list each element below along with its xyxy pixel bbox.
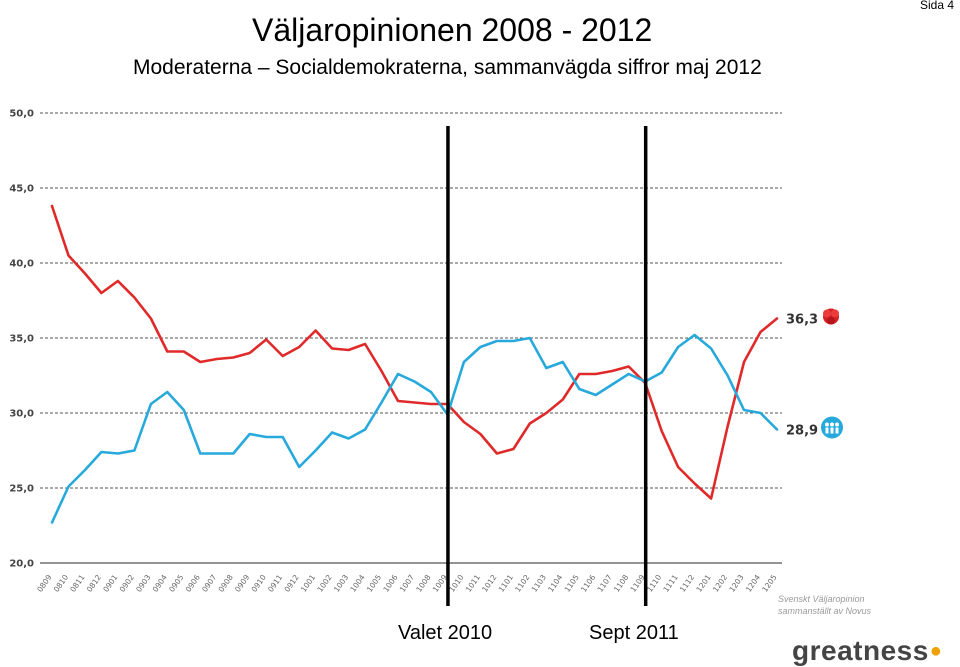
x-tick-label: 1011: [464, 573, 482, 594]
x-tick-label: 0908: [217, 573, 235, 594]
x-tick-label: 0905: [167, 573, 185, 594]
x-tick-label: 1107: [596, 573, 614, 594]
x-tick-label: 1202: [711, 573, 729, 594]
y-tick-label: 25,0: [9, 484, 34, 495]
x-tick-label: 0812: [85, 573, 103, 594]
x-tick-label: 0911: [266, 573, 284, 594]
x-tick-label: 1006: [381, 573, 399, 594]
logo-text: greatness: [792, 635, 929, 666]
chart-series: [50, 204, 779, 524]
x-tick-label: 1203: [727, 573, 745, 594]
y-tick-label: 40,0: [9, 259, 34, 270]
x-tick-label: 1106: [579, 573, 597, 594]
series-line-1: [50, 204, 779, 500]
x-tick-label: 1110: [645, 573, 663, 594]
x-tick-label: 1012: [480, 573, 498, 594]
x-tick-label: 1108: [612, 573, 630, 594]
y-tick-label: 35,0: [9, 334, 34, 345]
rose-petal: [827, 316, 835, 325]
x-tick-label: 1010: [447, 573, 465, 594]
x-tick-label: 0912: [282, 573, 300, 594]
x-tick-label: 0909: [233, 573, 251, 594]
y-axis-tick-labels: 20,0 25,0 30,0 35,0 40,0 45,0 50,0: [9, 109, 34, 570]
x-tick-label: 1201: [694, 573, 712, 594]
x-tick-label: 0810: [52, 573, 70, 594]
x-tick-label: 0904: [151, 573, 169, 594]
y-tick-label: 20,0: [9, 559, 34, 570]
y-tick-label: 50,0: [9, 109, 34, 120]
x-tick-label: 0906: [184, 573, 202, 594]
event-markers: [446, 126, 648, 606]
x-tick-label: 1101: [497, 573, 515, 594]
y-tick-label: 30,0: [9, 409, 34, 420]
source-line-1: Svenskt Väljaropinion: [778, 594, 865, 604]
icon-figure-head: [825, 422, 829, 427]
icon-figure-head: [830, 422, 834, 427]
rose-petal: [823, 309, 831, 318]
x-tick-label: 0901: [101, 573, 119, 594]
x-tick-label: 1008: [414, 573, 432, 594]
x-tick-label: 1007: [398, 573, 416, 594]
x-tick-label: 0902: [118, 573, 136, 594]
marker-label-sept-2011: Sept 2011: [589, 622, 679, 644]
chart-gridlines: [40, 112, 782, 564]
x-tick-label: 1001: [299, 573, 317, 594]
end-value-labels: 36,3 28,9: [786, 313, 818, 439]
icon-figure-body: [835, 427, 839, 434]
icon-figure-body: [825, 427, 829, 434]
x-tick-label: 1112: [678, 573, 696, 594]
x-tick-label: 1205: [760, 573, 778, 594]
rose-petal: [831, 309, 839, 318]
x-tick-label: 0809: [35, 573, 53, 594]
end-label-1: 36,3: [786, 313, 818, 328]
x-tick-label: 1105: [563, 573, 581, 594]
greatness-logo: greatness●: [792, 636, 942, 666]
page-number: Sida 4: [919, 0, 954, 12]
x-tick-label: 0910: [250, 573, 268, 594]
page-title: Väljaropinionen 2008 - 2012: [252, 12, 653, 48]
x-tick-label: 0907: [200, 573, 218, 594]
x-tick-label: 1104: [546, 573, 564, 594]
series-line-2: [50, 333, 779, 524]
x-tick-label: 1004: [348, 573, 366, 594]
logo-dot-icon: ●: [929, 640, 943, 662]
x-tick-label: 1103: [530, 573, 548, 594]
marker-label-valet-2010: Valet 2010: [398, 622, 493, 644]
source-credit: Svenskt Väljaropinion sammanställt av No…: [778, 593, 871, 617]
y-tick-label: 45,0: [9, 184, 34, 195]
party-icons: [821, 308, 843, 439]
x-tick-label: 0811: [68, 573, 86, 594]
rose-icon: [823, 308, 839, 325]
x-tick-label: 1204: [744, 573, 762, 594]
page-subtitle: Moderaterna – Socialdemokraterna, samman…: [133, 56, 762, 79]
end-label-2: 28,9: [786, 424, 818, 439]
x-tick-label: 0903: [134, 573, 152, 594]
x-tick-label: 1002: [315, 573, 333, 594]
x-tick-label: 1003: [332, 573, 350, 594]
icon-figure-head: [835, 422, 839, 427]
x-axis-tick-labels: 0809081008110812090109020903090409050906…: [35, 573, 778, 594]
source-line-2: sammanställt av Novus: [778, 606, 872, 616]
moderaterna-icon: [821, 416, 843, 439]
x-tick-label: 1005: [365, 573, 383, 594]
x-tick-label: 1102: [513, 573, 531, 594]
icon-figure-body: [830, 427, 834, 434]
x-tick-label: 1111: [661, 573, 679, 594]
